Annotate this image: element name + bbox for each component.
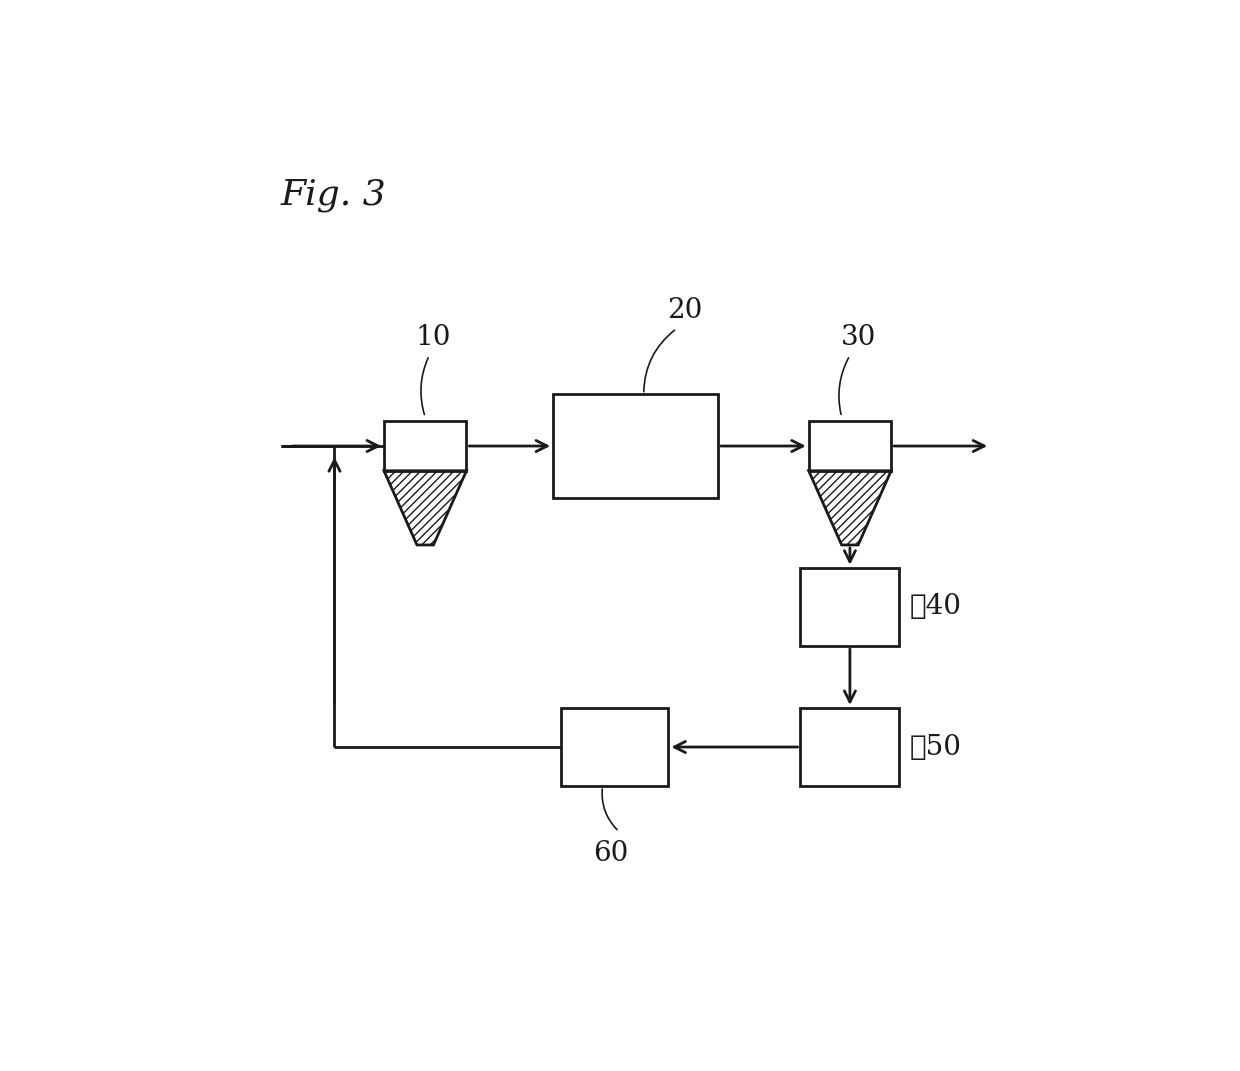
- Text: ∰40: ∰40: [909, 593, 961, 620]
- Text: ∰50: ∰50: [909, 734, 961, 760]
- Bar: [562, 708, 668, 786]
- Bar: [384, 421, 466, 471]
- Bar: [801, 708, 899, 786]
- Text: 30: 30: [841, 325, 875, 351]
- Text: 10: 10: [415, 325, 451, 351]
- Polygon shape: [808, 471, 892, 545]
- Bar: [801, 568, 899, 646]
- Bar: [553, 394, 718, 498]
- Text: Fig. 3: Fig. 3: [281, 178, 387, 212]
- Text: 60: 60: [593, 840, 629, 866]
- Text: 20: 20: [667, 298, 703, 325]
- Polygon shape: [384, 471, 466, 545]
- Bar: [808, 421, 892, 471]
